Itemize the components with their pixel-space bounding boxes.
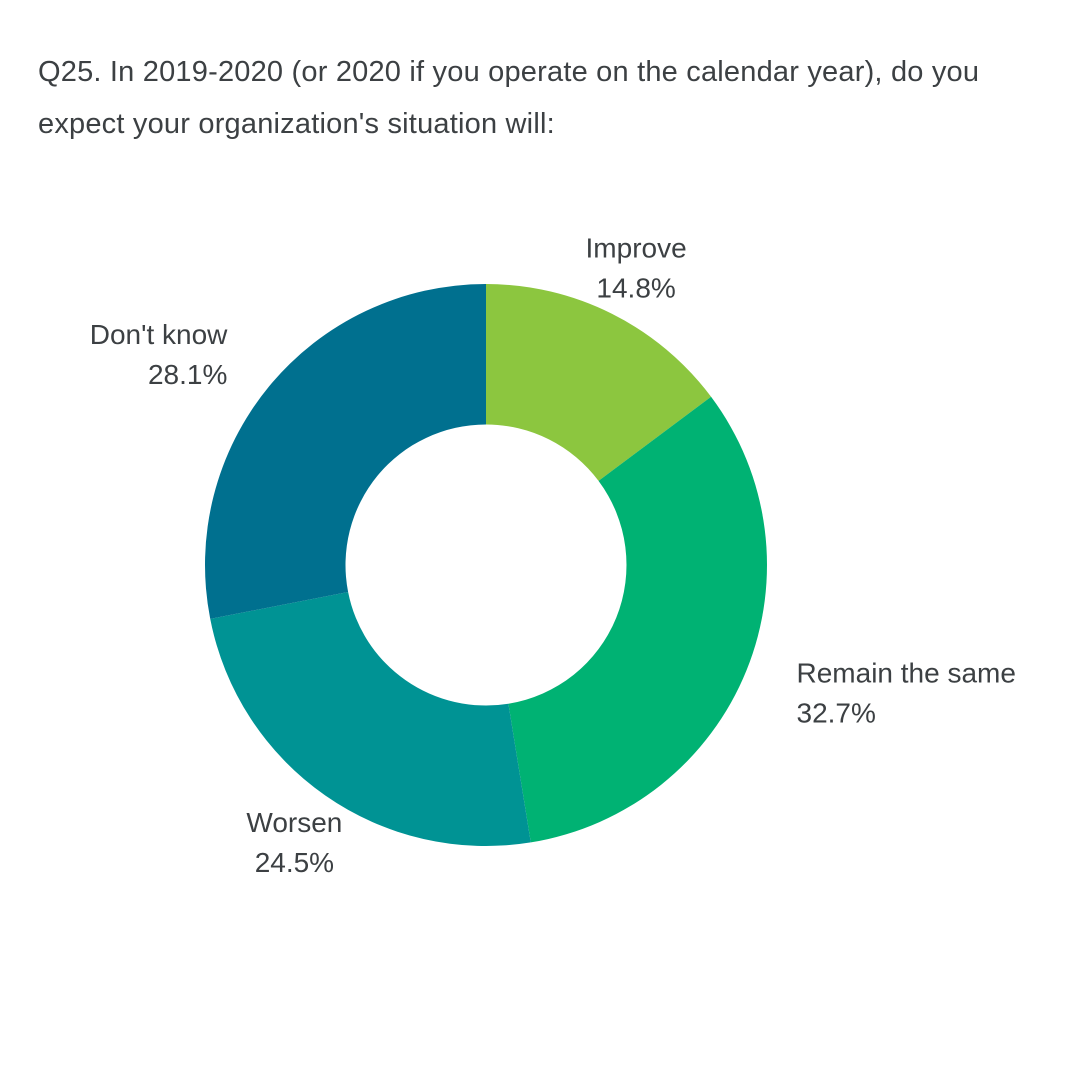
slice-label-value: 32.7% [797, 698, 876, 729]
slice-label-name: Worsen [246, 807, 342, 838]
chart-title: Q25. In 2019-2020 (or 2020 if you operat… [38, 56, 980, 140]
slice-label-name: Remain the same [797, 658, 1016, 689]
slice-remain-the-same[interactable] [508, 396, 767, 843]
slice-label-name: Improve [586, 233, 687, 264]
slice-worsen[interactable] [210, 591, 531, 847]
slice-label-name: Don't know [90, 319, 228, 350]
slice-label-worsen: Worsen 24.5% [246, 807, 342, 878]
slice-improve[interactable] [486, 284, 712, 481]
slice-label-don-t-know: Don't know 28.1% [90, 319, 228, 390]
slice-label-value: 24.5% [255, 847, 334, 878]
slice-don-t-know[interactable] [205, 284, 486, 619]
slice-label-value: 14.8% [596, 273, 675, 304]
slice-label-value: 28.1% [148, 359, 227, 390]
slice-label-remain-the-same: Remain the same 32.7% [797, 658, 1016, 729]
slice-label-improve: Improve 14.8% [586, 233, 687, 304]
